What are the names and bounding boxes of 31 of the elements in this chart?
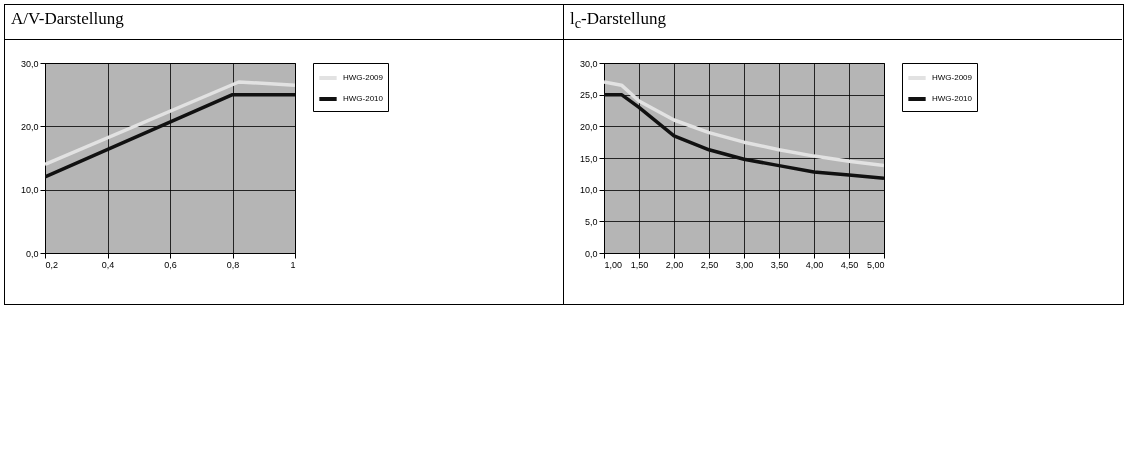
y-tick-label: 0,0 (584, 248, 598, 259)
x-tick-label: 2,00 (665, 259, 684, 270)
y-tick-label: 20,0 (579, 121, 598, 132)
y-tick-label: 15,0 (579, 153, 598, 164)
y-tick-label: 5,0 (584, 216, 598, 227)
y-tick-label: 0,0 (25, 248, 39, 259)
x-tick-label: 2,50 (700, 259, 719, 270)
y-tick-label: 20,0 (20, 121, 39, 132)
legend-label: HWG-2009 (343, 73, 384, 82)
x-tick-label: 1 (290, 259, 296, 270)
chart-title: l$_{c}$-Darstellung (564, 5, 1122, 40)
y-tick-label: 30,0 (20, 58, 39, 69)
legend-label: HWG-2009 (932, 73, 973, 82)
x-tick-label: 0,4 (101, 259, 115, 270)
y-tick-label: 10,0 (579, 185, 598, 196)
y-tick-label: 10,0 (20, 185, 39, 196)
legend-label: HWG-2010 (343, 94, 384, 103)
legend-label: HWG-2010 (932, 94, 973, 103)
x-tick-label: 0,6 (164, 259, 177, 270)
x-tick-label: 5,00 (866, 259, 885, 270)
x-tick-label: 1,50 (630, 259, 649, 270)
x-tick-label: 0,8 (226, 259, 240, 270)
x-tick-label: 4,00 (805, 259, 824, 270)
x-tick-label: 3,00 (735, 259, 754, 270)
x-tick-label: 0,2 (45, 259, 59, 270)
x-tick-label: 3,50 (770, 259, 789, 270)
chart-title: A/V-Darstellung (5, 5, 563, 40)
x-tick-label: 1,00 (604, 259, 623, 270)
y-tick-label: 30,0 (579, 58, 598, 69)
x-tick-label: 4,50 (840, 259, 859, 270)
y-tick-label: 25,0 (579, 90, 598, 101)
